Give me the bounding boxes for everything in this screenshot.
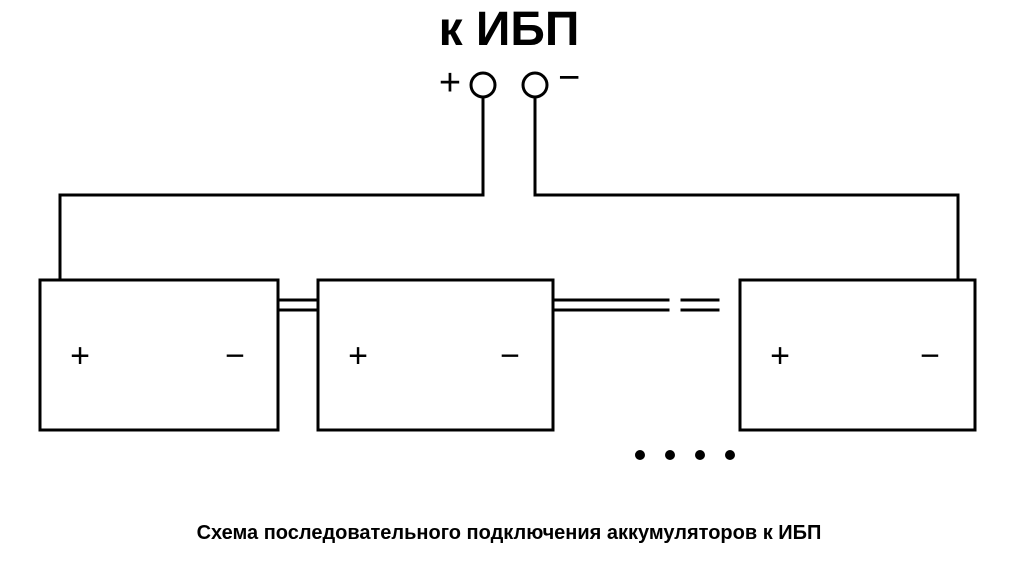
circuit-svg: + − + − + − + −	[0, 0, 1018, 584]
diagram-title: к ИБП	[0, 2, 1018, 57]
svg-text:−: −	[920, 337, 940, 375]
svg-text:−: −	[558, 57, 580, 99]
svg-text:+: +	[770, 337, 790, 375]
diagram-canvas: к ИБП + − + − + − + − Схема последовательного п…	[0, 0, 1018, 584]
svg-text:−: −	[500, 337, 520, 375]
diagram-caption: Схема последовательного подключения акку…	[0, 522, 1018, 545]
svg-text:−: −	[225, 337, 245, 375]
svg-text:+: +	[348, 337, 368, 375]
svg-text:+: +	[439, 62, 461, 104]
svg-text:+: +	[70, 337, 90, 375]
